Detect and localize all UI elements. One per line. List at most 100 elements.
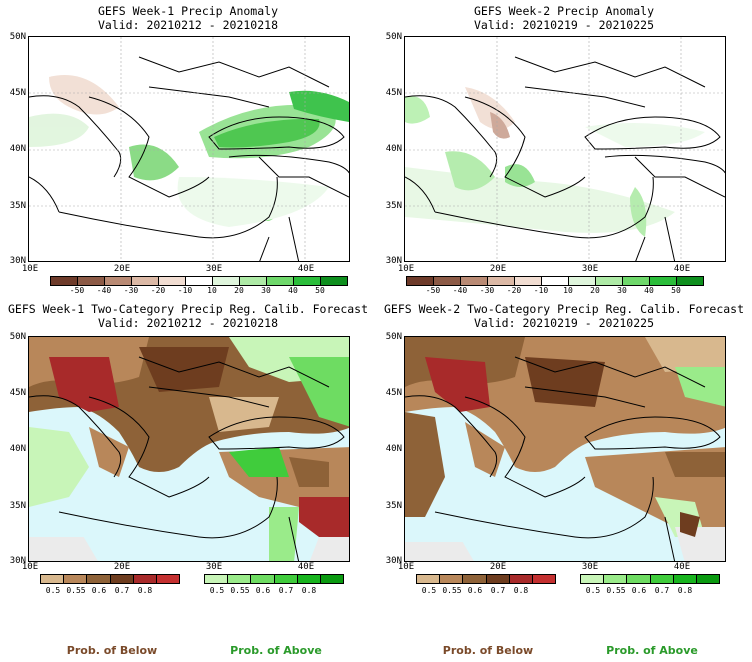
cbar-label: 0.6 bbox=[255, 586, 271, 595]
cbar-label: -10 bbox=[533, 286, 549, 295]
lat-label-30n: 30N bbox=[385, 556, 402, 566]
cbar-label: 0.55 bbox=[442, 586, 462, 595]
cbar-label: -20 bbox=[506, 286, 522, 295]
panel-week1-probability: GEFS Week-1 Two-Category Precip Reg. Cal… bbox=[0, 300, 376, 600]
lon-label-30e: 30E bbox=[205, 264, 223, 274]
lat-label-35n: 35N bbox=[385, 501, 402, 511]
cbar-label: 0.5 bbox=[585, 586, 601, 595]
cbar-label: 0.8 bbox=[301, 586, 317, 595]
cbar-label: 10 bbox=[207, 286, 217, 295]
cbar-label: -30 bbox=[123, 286, 139, 295]
panel-title: GEFS Week-1 Two-Category Precip Reg. Cal… bbox=[7, 302, 369, 316]
lon-label-10e: 10E bbox=[397, 562, 415, 572]
cbar-label: 40 bbox=[644, 286, 654, 295]
lat-label-30n: 30N bbox=[9, 556, 26, 566]
lon-label-40e: 40E bbox=[673, 264, 691, 274]
map-week1-anomaly bbox=[28, 36, 350, 262]
probability-map-graphic bbox=[29, 337, 349, 561]
panel-valid-dates: Valid: 20210219 - 20210225 bbox=[473, 18, 654, 32]
cbar-label: -20 bbox=[150, 286, 166, 295]
panel-title: GEFS Week-1 Precip Anomaly bbox=[97, 4, 278, 18]
lon-label-40e: 40E bbox=[297, 562, 315, 572]
cbar-label: -40 bbox=[96, 286, 112, 295]
cbar-label: 0.8 bbox=[513, 586, 529, 595]
cbar-label: -50 bbox=[425, 286, 441, 295]
cbar-label: -40 bbox=[452, 286, 468, 295]
map-week1-probability bbox=[28, 336, 350, 562]
lon-label-30e: 30E bbox=[581, 562, 599, 572]
lat-label-40n: 40N bbox=[9, 144, 26, 154]
lat-label-30n: 30N bbox=[385, 256, 402, 266]
lat-label-45n: 45N bbox=[9, 88, 26, 98]
lon-label-40e: 40E bbox=[297, 264, 315, 274]
cbar-label: 0.6 bbox=[631, 586, 647, 595]
lat-label-35n: 35N bbox=[9, 201, 26, 211]
below-probability-colorbar bbox=[416, 574, 556, 584]
lon-label-10e: 10E bbox=[397, 264, 415, 274]
panel-week2-anomaly: GEFS Week-2 Precip Anomaly Valid: 202102… bbox=[376, 0, 752, 295]
lon-label-20e: 20E bbox=[489, 264, 507, 274]
panel-title: GEFS Week-2 Two-Category Precip Reg. Cal… bbox=[383, 302, 745, 316]
cbar-label: 30 bbox=[261, 286, 271, 295]
map-week2-anomaly bbox=[404, 36, 726, 262]
cbar-label: 0.5 bbox=[209, 586, 225, 595]
lat-label-45n: 45N bbox=[9, 388, 26, 398]
probability-map-graphic bbox=[405, 337, 725, 561]
anomaly-map-graphic bbox=[29, 37, 349, 261]
cbar-label: 0.7 bbox=[654, 586, 670, 595]
cbar-label: 50 bbox=[315, 286, 325, 295]
anomaly-colorbar bbox=[50, 276, 348, 286]
lat-label-40n: 40N bbox=[385, 444, 402, 454]
lon-label-30e: 30E bbox=[581, 264, 599, 274]
lon-label-10e: 10E bbox=[21, 264, 39, 274]
map-week2-probability bbox=[404, 336, 726, 562]
lat-label-50n: 50N bbox=[9, 332, 26, 342]
lat-label-45n: 45N bbox=[385, 88, 402, 98]
panel-week1-anomaly: GEFS Week-1 Precip Anomaly Valid: 202102… bbox=[0, 0, 376, 295]
cbar-label: 0.55 bbox=[230, 586, 250, 595]
cbar-label: 10 bbox=[563, 286, 573, 295]
lat-label-40n: 40N bbox=[385, 144, 402, 154]
anomaly-colorbar bbox=[406, 276, 704, 286]
lon-label-10e: 10E bbox=[21, 562, 39, 572]
cbar-label: -30 bbox=[479, 286, 495, 295]
cbar-label: -10 bbox=[177, 286, 193, 295]
lat-label-45n: 45N bbox=[385, 388, 402, 398]
cbar-label: 0.6 bbox=[467, 586, 483, 595]
lat-label-40n: 40N bbox=[9, 444, 26, 454]
prob-below-label: Prob. of Below bbox=[66, 644, 158, 657]
panel-valid-dates: Valid: 20210212 - 20210218 bbox=[97, 316, 278, 330]
lat-label-50n: 50N bbox=[9, 32, 26, 42]
lon-label-20e: 20E bbox=[113, 264, 131, 274]
cbar-label: 0.8 bbox=[677, 586, 693, 595]
lat-label-30n: 30N bbox=[9, 256, 26, 266]
lat-label-35n: 35N bbox=[9, 501, 26, 511]
lat-label-35n: 35N bbox=[385, 201, 402, 211]
below-probability-colorbar bbox=[40, 574, 180, 584]
lat-label-50n: 50N bbox=[385, 332, 402, 342]
cbar-label: 0.5 bbox=[421, 586, 437, 595]
lon-label-40e: 40E bbox=[673, 562, 691, 572]
cbar-label: 0.55 bbox=[66, 586, 86, 595]
lon-label-30e: 30E bbox=[205, 562, 223, 572]
cbar-label: 0.5 bbox=[45, 586, 61, 595]
panel-valid-dates: Valid: 20210219 - 20210225 bbox=[473, 316, 654, 330]
cbar-label: 0.7 bbox=[490, 586, 506, 595]
lat-label-50n: 50N bbox=[385, 32, 402, 42]
cbar-label: 50 bbox=[671, 286, 681, 295]
panel-week2-probability: GEFS Week-2 Two-Category Precip Reg. Cal… bbox=[376, 300, 752, 600]
cbar-label: 40 bbox=[288, 286, 298, 295]
cbar-label: 20 bbox=[590, 286, 600, 295]
cbar-label: 30 bbox=[617, 286, 627, 295]
cbar-label: 0.7 bbox=[114, 586, 130, 595]
above-probability-colorbar bbox=[580, 574, 720, 584]
panel-title: GEFS Week-2 Precip Anomaly bbox=[473, 4, 654, 18]
lon-label-20e: 20E bbox=[113, 562, 131, 572]
prob-above-label: Prob. of Above bbox=[606, 644, 698, 657]
prob-above-label: Prob. of Above bbox=[230, 644, 322, 657]
anomaly-map-graphic bbox=[405, 37, 725, 261]
lon-label-20e: 20E bbox=[489, 562, 507, 572]
cbar-label: 0.6 bbox=[91, 586, 107, 595]
cbar-label: 0.8 bbox=[137, 586, 153, 595]
cbar-label: -50 bbox=[69, 286, 85, 295]
